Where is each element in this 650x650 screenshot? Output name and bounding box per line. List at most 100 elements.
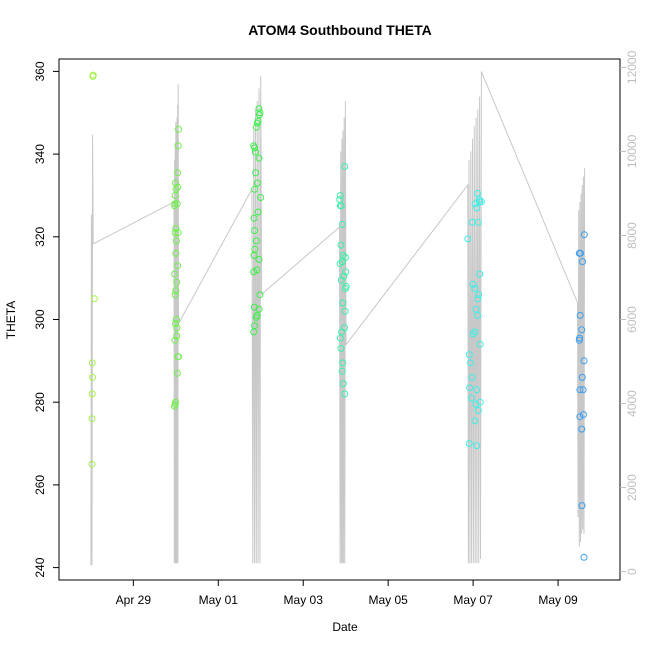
data-point-series-2 [171,229,179,237]
data-point-series-4 [342,282,350,290]
data-point-series-2 [172,320,179,328]
data-point-series-2 [174,183,182,191]
data-point-series-1 [89,71,97,79]
data-point-series-6 [576,413,584,421]
y2-tick-label: 2000 [625,474,639,501]
data-point-series-5 [476,270,484,278]
data-point-series-5 [471,328,479,336]
data-point-series-1 [89,373,97,381]
data-point-series-4 [341,390,349,398]
data-point-series-3 [251,148,259,156]
x-tick-label: May 07 [453,593,493,607]
data-point-series-6 [580,553,588,561]
y2-tick-label: 6000 [625,306,639,333]
data-point-series-5 [473,442,481,450]
y-tick-label: 280 [33,392,47,412]
data-point-series-5 [466,384,474,392]
data-point-series-4 [336,260,344,268]
data-point-series-5 [467,394,475,402]
data-point-series-4 [339,359,347,367]
data-point-series-5 [476,398,484,406]
data-point-series-3 [254,179,261,187]
data-point-series-4 [337,202,345,210]
y2-tick-label: 4000 [625,390,639,417]
data-point-series-5 [476,340,484,348]
x-tick-label: May 09 [538,593,578,607]
data-point-series-3 [255,105,263,113]
y-axis-label: THETA [4,301,18,339]
data-point-series-2 [172,237,180,245]
data-point-series-4 [341,307,349,315]
data-point-series-4 [340,272,348,280]
data-point-series-5 [473,204,481,212]
data-point-series-4 [338,220,346,228]
data-point-series-4 [337,344,345,352]
data-point-series-5 [472,400,480,408]
depth-trace-line [90,71,586,566]
y2-tick-label: 10000 [625,134,639,168]
data-point-series-5 [477,198,485,206]
data-point-series-4 [339,251,347,259]
data-point-series-6 [576,386,584,394]
x-axis-label: Date [332,620,358,634]
data-point-series-5 [475,196,483,204]
data-point-series-3 [254,208,262,216]
data-point-series-5 [464,235,472,243]
data-point-series-6 [576,311,584,319]
x-tick-label: May 05 [368,593,408,607]
y-tick-label: 240 [33,557,47,577]
data-point-series-2 [174,142,182,150]
x-tick-label: May 01 [199,593,239,607]
data-point-series-2 [173,200,181,208]
data-point-series-6 [578,373,586,381]
data-point-series-6 [575,336,583,344]
data-point-series-4 [338,367,346,375]
data-point-series-2 [175,125,182,133]
data-point-series-6 [578,326,586,334]
data-point-series-4 [339,299,347,307]
data-point-series-6 [578,425,586,433]
data-point-series-6 [579,411,587,419]
data-point-series-3 [251,322,259,330]
data-point-series-1 [88,460,96,468]
data-point-series-6 [579,386,587,394]
data-point-series-3 [256,109,264,117]
data-point-series-4 [337,241,345,249]
data-point-series-1 [88,359,96,367]
data-point-series-6 [580,231,588,239]
data-point-series-2 [172,225,180,232]
y-tick-label: 320 [33,226,47,246]
data-point-series-5 [471,417,479,425]
data-point-series-4 [341,324,348,332]
data-point-series-5 [468,373,476,381]
data-point-series-3 [252,169,260,177]
x-tick-label: Apr 29 [116,593,152,607]
data-point-series-3 [252,123,260,131]
data-point-series-3 [250,303,258,311]
y-tick-label: 340 [33,144,47,164]
data-point-series-3 [250,214,258,222]
y-tick-label: 360 [33,61,47,81]
x-tick-label: May 03 [284,593,324,607]
data-point-series-2 [174,169,182,177]
data-point-series-5 [474,407,482,414]
data-point-series-5 [469,280,477,288]
y2-tick-label: 0 [625,568,639,575]
y-tick-label: 260 [33,475,47,495]
data-point-series-4 [341,163,349,170]
data-point-series-2 [172,398,179,406]
data-point-series-5 [471,285,479,292]
data-point-series-3 [252,237,260,245]
data-point-series-4 [341,254,349,261]
data-point-series-1 [88,390,96,398]
chart-title: ATOM4 Southbound THETA [248,22,432,38]
data-point-series-1 [88,415,96,423]
data-point-series-2 [172,249,180,257]
y2-tick-label: 8000 [625,222,639,249]
data-point-series-2 [171,270,179,278]
data-point-series-3 [256,291,264,299]
data-point-series-2 [173,278,181,286]
data-point-series-4 [342,268,350,276]
